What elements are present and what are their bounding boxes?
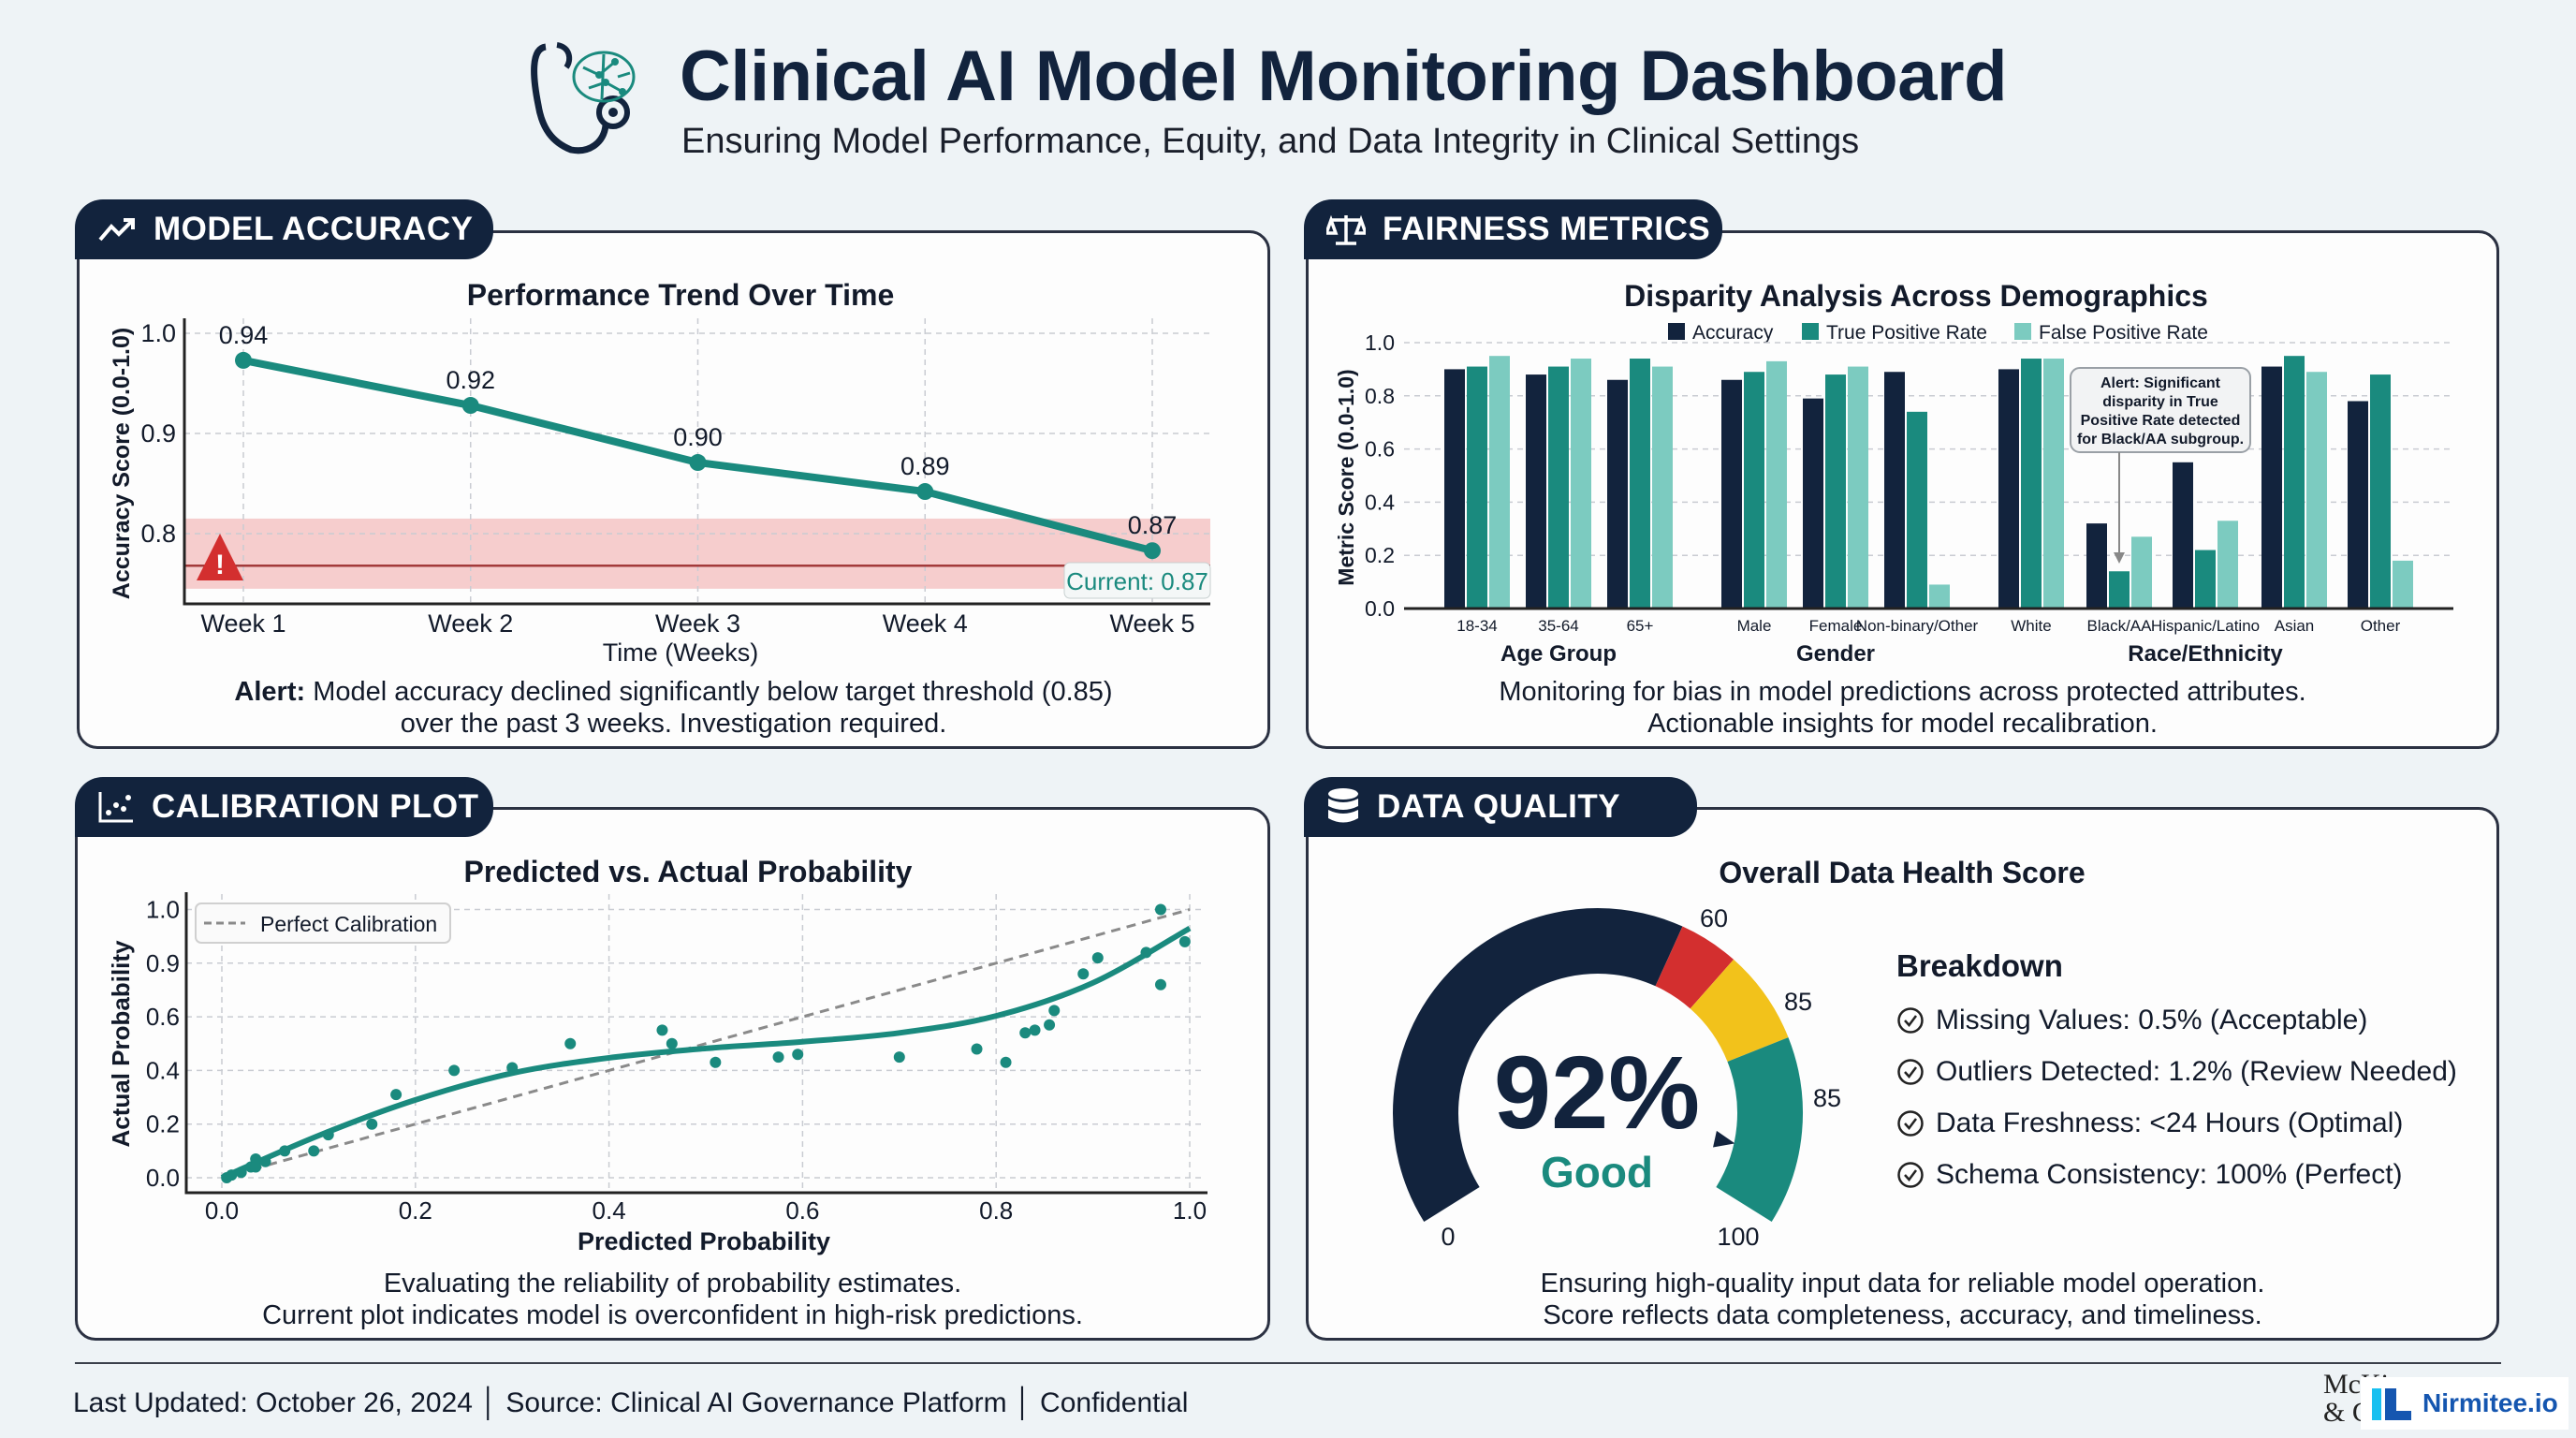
accuracy-alert-text: Alert: Model accuracy declined significa… bbox=[77, 676, 1270, 740]
balance-scale-icon bbox=[1326, 214, 1366, 245]
breakdown-title: Breakdown bbox=[1896, 948, 2063, 983]
breakdown-item-text: Schema Consistency: 100% (Perfect) bbox=[1936, 1159, 2403, 1190]
alert-message: Model accuracy declined significantly be… bbox=[305, 677, 1113, 707]
breakdown-item: Schema Consistency: 100% (Perfect) bbox=[1896, 1159, 2403, 1191]
caption-line: Actionable insights for model recalibrat… bbox=[1647, 709, 2158, 739]
fairness-metrics-panel bbox=[1306, 230, 2499, 749]
footer-text: Last Updated: October 26, 2024 │ Source:… bbox=[73, 1387, 1189, 1418]
caption-line: Evaluating the reliability of probabilit… bbox=[383, 1269, 962, 1299]
fairness-caption: Monitoring for bias in model predictions… bbox=[1306, 676, 2499, 740]
check-circle-icon bbox=[1897, 1162, 1924, 1188]
nirmitee-logo[interactable]: Nirmitee.io bbox=[2361, 1377, 2569, 1430]
tab-label: CALIBRATION PLOT bbox=[152, 788, 479, 825]
tab-model-accuracy[interactable]: MODEL ACCURACY bbox=[75, 199, 493, 259]
calibration-plot-panel bbox=[75, 807, 1270, 1341]
alert-label: Alert: bbox=[234, 677, 306, 707]
page-subtitle: Ensuring Model Performance, Equity, and … bbox=[681, 122, 1860, 161]
tab-data-quality[interactable]: DATA QUALITY bbox=[1304, 777, 1697, 837]
scatter-plot-icon bbox=[98, 792, 133, 823]
breakdown-item: Missing Values: 0.5% (Acceptable) bbox=[1896, 1005, 2367, 1036]
header-logo-icon bbox=[529, 39, 646, 166]
alert-message-line2: over the past 3 weeks. Investigation req… bbox=[400, 709, 947, 739]
tab-calibration-plot[interactable]: CALIBRATION PLOT bbox=[75, 777, 493, 837]
breakdown-item-text: Outliers Detected: 1.2% (Review Needed) bbox=[1936, 1056, 2457, 1087]
quality-caption: Ensuring high-quality input data for rel… bbox=[1306, 1268, 2499, 1331]
tab-label: DATA QUALITY bbox=[1377, 788, 1621, 825]
nirmitee-logo-icon bbox=[2372, 1388, 2411, 1420]
tab-fairness-metrics[interactable]: FAIRNESS METRICS bbox=[1304, 199, 1722, 259]
breakdown-item-text: Missing Values: 0.5% (Acceptable) bbox=[1936, 1005, 2368, 1035]
tab-label: MODEL ACCURACY bbox=[154, 211, 474, 247]
trend-up-icon bbox=[98, 218, 135, 242]
caption-line: Score reflects data completeness, accura… bbox=[1543, 1300, 2262, 1330]
caption-line: Ensuring high-quality input data for rel… bbox=[1540, 1269, 2265, 1299]
footer-divider bbox=[75, 1362, 2501, 1364]
page-title: Clinical AI Model Monitoring Dashboard bbox=[680, 37, 2008, 116]
caption-line: Monitoring for bias in model predictions… bbox=[1499, 677, 2306, 707]
breakdown-item: Data Freshness: <24 Hours (Optimal) bbox=[1896, 1108, 2403, 1139]
calibration-caption: Evaluating the reliability of probabilit… bbox=[75, 1268, 1270, 1331]
check-circle-icon bbox=[1897, 1110, 1924, 1137]
nirmitee-logo-text: Nirmitee.io bbox=[2422, 1388, 2558, 1417]
tab-label: FAIRNESS METRICS bbox=[1383, 211, 1711, 247]
database-icon bbox=[1328, 788, 1358, 823]
check-circle-icon bbox=[1897, 1059, 1924, 1085]
caption-line: Current plot indicates model is overconf… bbox=[262, 1300, 1083, 1330]
model-accuracy-panel bbox=[77, 230, 1270, 749]
breakdown-item-text: Data Freshness: <24 Hours (Optimal) bbox=[1936, 1108, 2404, 1138]
breakdown-item: Outliers Detected: 1.2% (Review Needed) bbox=[1896, 1056, 2457, 1088]
check-circle-icon bbox=[1897, 1007, 1924, 1034]
